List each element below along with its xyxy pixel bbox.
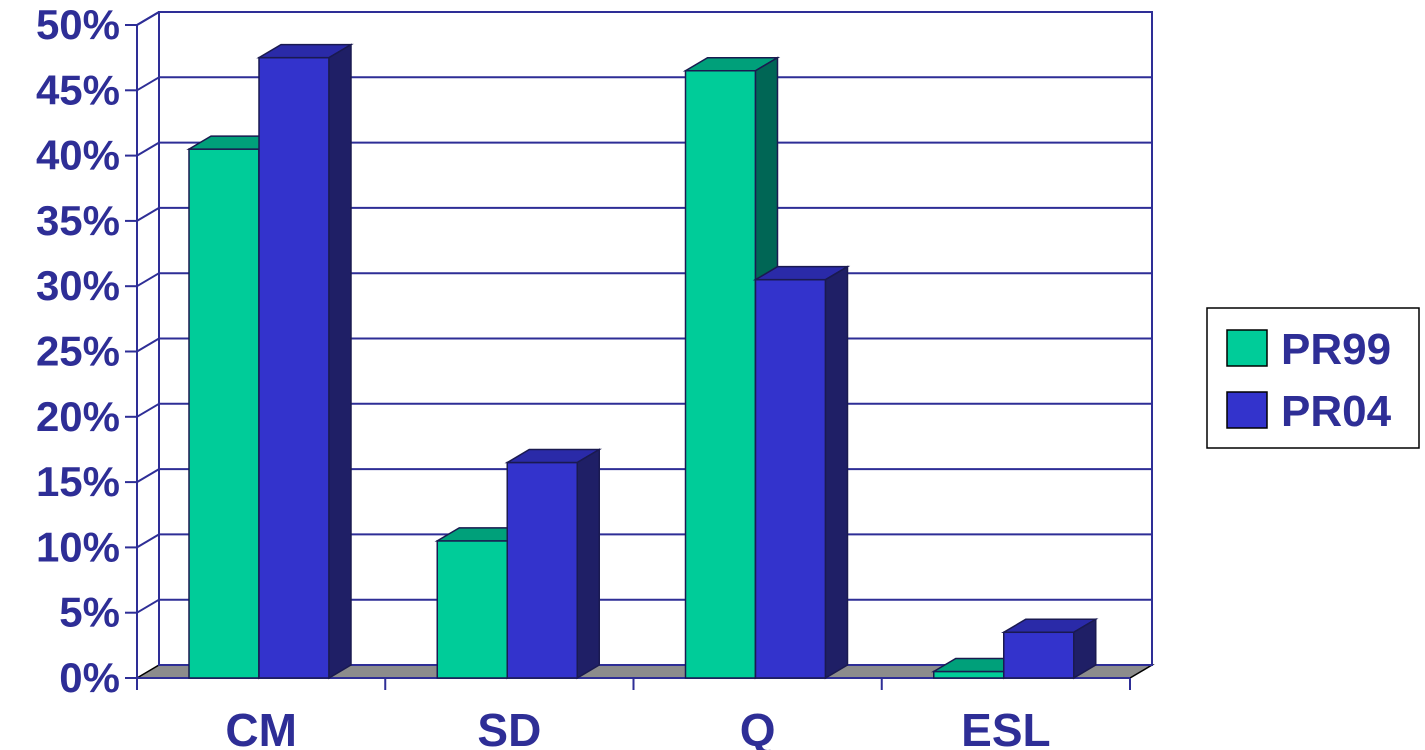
legend-label: PR04 bbox=[1281, 387, 1392, 436]
bar bbox=[256, 43, 354, 680]
bar-front bbox=[933, 670, 1005, 679]
bar-front bbox=[684, 69, 757, 679]
x-category-label: ESL bbox=[961, 704, 1050, 750]
legend-swatch bbox=[1226, 391, 1268, 429]
bar-front bbox=[258, 56, 330, 679]
x-category-label: Q bbox=[740, 704, 776, 750]
y-tick-label: 20% bbox=[36, 393, 120, 440]
legend-label: PR99 bbox=[1281, 325, 1391, 374]
bar-side bbox=[328, 43, 352, 680]
y-tick-label: 15% bbox=[36, 458, 120, 505]
bar bbox=[1001, 617, 1099, 680]
y-tick-labels: 0% 5% 10% 15% 20% 25% 30% 35% 40% 45% 50% bbox=[36, 1, 120, 701]
gridline-side bbox=[136, 272, 160, 288]
legend: PR99 PR04 bbox=[1206, 307, 1420, 449]
y-tick-label: 45% bbox=[36, 66, 120, 113]
x-category-labels: CM SD Q ESL bbox=[225, 704, 1050, 750]
y-tick-label: 0% bbox=[59, 654, 120, 701]
x-category-label: SD bbox=[477, 704, 541, 750]
gridline-side bbox=[136, 598, 160, 614]
y-tick-label: 30% bbox=[36, 262, 120, 309]
gridline-side bbox=[136, 141, 160, 157]
y-tick-label: 40% bbox=[36, 132, 120, 179]
gridline-side bbox=[136, 533, 160, 549]
gridline-side bbox=[136, 207, 160, 222]
y-tick-label: 5% bbox=[59, 589, 120, 636]
bar-side bbox=[1073, 617, 1097, 680]
bar bbox=[752, 265, 851, 680]
bar-side bbox=[576, 448, 600, 680]
y-axis-top bbox=[136, 11, 160, 26]
bar-front bbox=[436, 540, 508, 679]
bar-front bbox=[1003, 631, 1075, 679]
bar-side bbox=[824, 265, 849, 680]
y-tick-label: 35% bbox=[36, 197, 120, 244]
y-tick-label: 25% bbox=[36, 328, 120, 375]
gridline-side bbox=[136, 402, 160, 418]
legend-swatch bbox=[1226, 329, 1268, 367]
y-tick-label: 50% bbox=[36, 1, 120, 48]
bar-front bbox=[506, 461, 578, 679]
x-category-label: CM bbox=[225, 704, 297, 750]
bar-front bbox=[754, 278, 827, 679]
y-tick-label: 10% bbox=[36, 523, 120, 570]
gridline-side bbox=[136, 468, 160, 483]
gridline-side bbox=[136, 76, 160, 92]
gridline-side bbox=[136, 337, 160, 353]
bar-front bbox=[188, 148, 260, 679]
bar bbox=[504, 448, 602, 680]
bars bbox=[186, 43, 1099, 680]
